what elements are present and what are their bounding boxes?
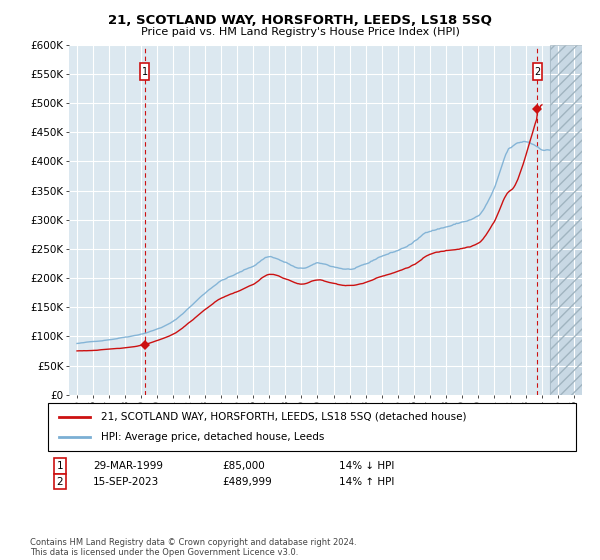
Text: 21, SCOTLAND WAY, HORSFORTH, LEEDS, LS18 5SQ (detached house): 21, SCOTLAND WAY, HORSFORTH, LEEDS, LS18… bbox=[101, 412, 466, 422]
Text: £489,999: £489,999 bbox=[222, 477, 272, 487]
Text: 14% ↑ HPI: 14% ↑ HPI bbox=[339, 477, 394, 487]
Text: 1: 1 bbox=[142, 67, 148, 77]
Text: Contains HM Land Registry data © Crown copyright and database right 2024.
This d: Contains HM Land Registry data © Crown c… bbox=[30, 538, 356, 557]
Text: 2: 2 bbox=[534, 67, 541, 77]
Text: 1: 1 bbox=[56, 461, 64, 471]
Bar bbox=[550, 45, 582, 395]
Text: 15-SEP-2023: 15-SEP-2023 bbox=[93, 477, 159, 487]
Text: Price paid vs. HM Land Registry's House Price Index (HPI): Price paid vs. HM Land Registry's House … bbox=[140, 27, 460, 37]
Bar bbox=[550, 45, 582, 395]
Text: 2: 2 bbox=[56, 477, 64, 487]
Bar bbox=[533, 63, 542, 80]
Text: £85,000: £85,000 bbox=[222, 461, 265, 471]
Text: 14% ↓ HPI: 14% ↓ HPI bbox=[339, 461, 394, 471]
Bar bbox=[140, 63, 149, 80]
Text: 29-MAR-1999: 29-MAR-1999 bbox=[93, 461, 163, 471]
Text: HPI: Average price, detached house, Leeds: HPI: Average price, detached house, Leed… bbox=[101, 432, 324, 442]
Text: 21, SCOTLAND WAY, HORSFORTH, LEEDS, LS18 5SQ: 21, SCOTLAND WAY, HORSFORTH, LEEDS, LS18… bbox=[108, 14, 492, 27]
